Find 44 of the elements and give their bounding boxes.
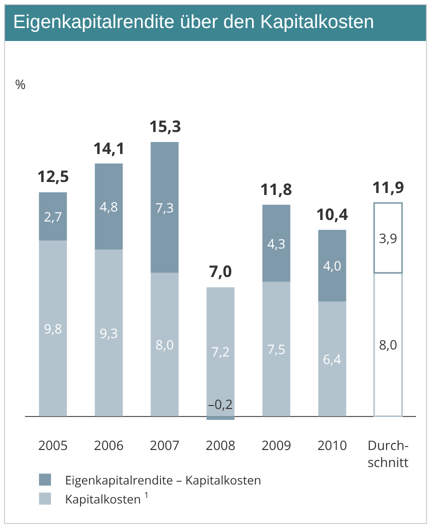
bar [206, 287, 234, 416]
total-label: 15,3 [149, 115, 182, 137]
data-label: 9,3 [100, 324, 118, 342]
x-tick-label: 2005 [38, 436, 68, 454]
data-label: –0,2 [208, 395, 233, 413]
bar [318, 302, 346, 416]
x-tick-label: 2010 [317, 436, 348, 454]
data-label: 8,0 [156, 336, 174, 354]
x-tick-label: 2009 [261, 436, 292, 454]
total-label: 11,9 [372, 176, 404, 198]
legend-label: Eigenkapitalrendite – Kapitalkosten [65, 471, 262, 488]
bar [150, 142, 179, 273]
data-label: 6,4 [322, 350, 342, 368]
bar [94, 250, 123, 416]
chart-title: Eigenkapitalrendite über den Kapitalkosten [5, 5, 426, 41]
legend-label: Kapitalkosten $^{1}$ [65, 490, 149, 508]
data-label: 9,8 [44, 319, 62, 338]
bar [38, 240, 67, 416]
bar [318, 230, 346, 302]
bar [206, 416, 234, 420]
data-label: 2,7 [44, 207, 62, 226]
data-label: 7,2 [211, 342, 230, 361]
bar [150, 272, 179, 416]
data-label: 3,9 [378, 228, 398, 247]
data-label: 4,0 [323, 256, 342, 275]
x-tick-label: 2008 [206, 436, 236, 454]
total-label: 7,0 [209, 260, 232, 282]
data-label: 4,8 [100, 198, 118, 216]
total-label: 14,1 [93, 137, 126, 159]
data-label: 8,0 [378, 336, 398, 354]
data-label: 4,3 [267, 234, 286, 252]
x-tick-label: 2007 [150, 436, 180, 454]
x-tick-label: Durch- schnitt [368, 436, 409, 471]
total-label: 12,5 [37, 165, 70, 187]
data-label: 7,3 [156, 198, 174, 216]
bar [94, 164, 123, 250]
x-tick-label: 2006 [94, 436, 124, 454]
total-label: 11,8 [260, 178, 292, 200]
bar [38, 192, 67, 241]
text: % [15, 75, 26, 93]
bar [262, 282, 290, 416]
data-label: 7,5 [267, 340, 286, 358]
total-label: 10,4 [316, 203, 348, 225]
bar [262, 204, 290, 282]
